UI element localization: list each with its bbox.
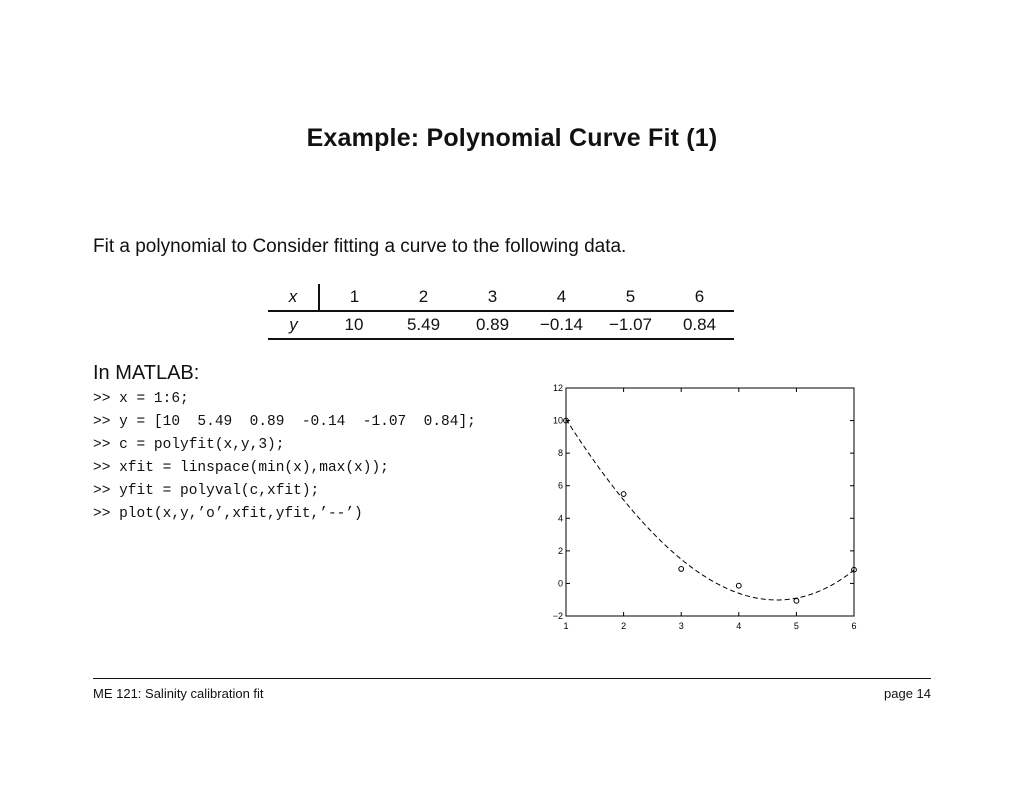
slide-title: Example: Polynomial Curve Fit (1) <box>306 124 718 152</box>
x-tick-label: 6 <box>851 621 856 631</box>
x-value: 3 <box>458 284 527 312</box>
y-tick-label: 10 <box>553 416 563 426</box>
y-value: 10 <box>319 311 389 340</box>
code-line: >> yfit = polyval(c,xfit); <box>93 483 320 499</box>
x-value: 5 <box>596 284 665 312</box>
y-row: y 10 5.49 0.89 −0.14 −1.07 0.84 <box>268 311 734 340</box>
y-tick-label: 8 <box>558 448 563 458</box>
y-value: 0.89 <box>458 311 527 340</box>
data-table: x 1 2 3 4 5 6 y 10 5.49 0.89 −0.14 −1.07… <box>268 284 734 340</box>
data-point <box>735 582 742 589</box>
y-row-label: y <box>268 311 319 340</box>
plot-frame <box>565 387 855 617</box>
y-value: 0.84 <box>665 311 734 340</box>
code-line: >> c = polyfit(x,y,3); <box>93 437 285 453</box>
x-tick-label: 3 <box>679 621 684 631</box>
data-point <box>620 491 627 497</box>
y-tick-label: −2 <box>553 611 563 621</box>
code-line: >> x = 1:6; <box>93 391 189 407</box>
page-number: page 14 <box>884 686 931 701</box>
x-value: 6 <box>665 284 734 312</box>
footer-divider <box>93 678 931 679</box>
x-tick-label: 2 <box>621 621 626 631</box>
data-point <box>563 417 569 424</box>
data-point <box>793 597 800 604</box>
x-row-label: x <box>268 284 320 312</box>
fit-curve <box>565 418 855 601</box>
x-value: 1 <box>319 284 389 312</box>
y-tick-label: 0 <box>558 578 563 588</box>
intro-text: Fit a polynomial to Consider fitting a c… <box>93 236 627 257</box>
y-tick-label: 12 <box>553 383 563 393</box>
code-line: >> xfit = linspace(min(x),max(x)); <box>93 460 389 476</box>
data-point <box>678 566 685 572</box>
y-tick-label: 2 <box>558 546 563 556</box>
y-value: −1.07 <box>596 311 665 340</box>
x-tick-label: 1 <box>563 621 568 631</box>
x-tick-label: 4 <box>736 621 741 631</box>
x-row: x 1 2 3 4 5 6 <box>268 284 734 312</box>
x-value: 2 <box>389 284 458 312</box>
matlab-heading: In MATLAB: <box>93 362 200 384</box>
y-tick-label: 6 <box>558 481 563 491</box>
y-value: 5.49 <box>389 311 458 340</box>
matlab-code: >> x = 1:6; >> y = [10 5.49 0.89 -0.14 -… <box>93 388 476 526</box>
code-line: >> y = [10 5.49 0.89 -0.14 -1.07 0.84]; <box>93 414 476 430</box>
x-tick-label: 5 <box>794 621 799 631</box>
code-line: >> plot(x,y,’o’,xfit,yfit,’--’) <box>93 506 363 522</box>
data-point <box>851 566 857 573</box>
y-value: −0.14 <box>527 311 596 340</box>
footer-course: ME 121: Salinity calibration fit <box>93 686 264 701</box>
x-value: 4 <box>527 284 596 312</box>
y-tick-label: 4 <box>558 513 563 523</box>
